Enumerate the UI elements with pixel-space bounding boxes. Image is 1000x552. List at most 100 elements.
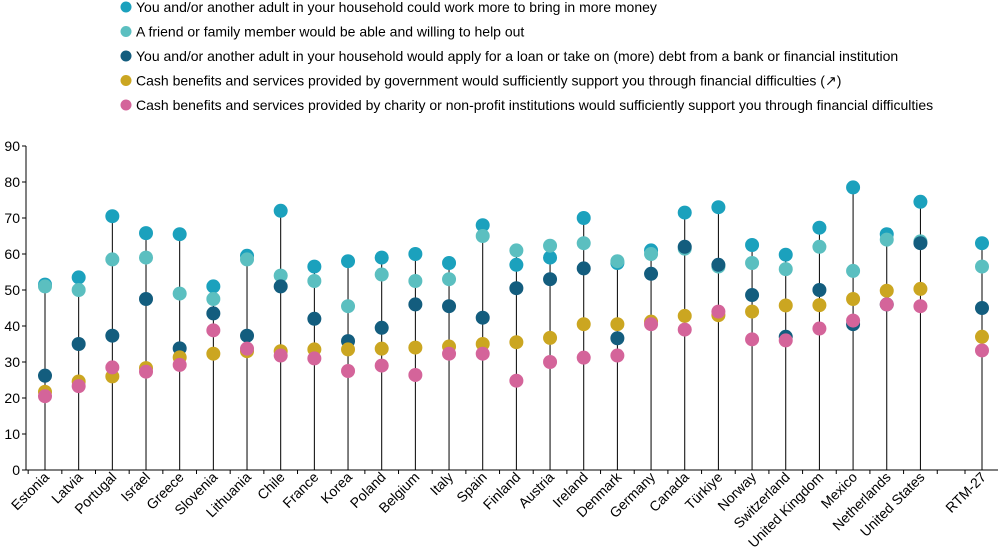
data-point-series-2 (408, 274, 423, 288)
data-point-series-5 (711, 304, 726, 319)
data-point-series-5 (38, 389, 52, 404)
y-tick-label: 70 (4, 210, 20, 226)
y-tick-label: 30 (4, 354, 20, 370)
data-point-series-3 (644, 266, 659, 281)
data-point-series-4 (475, 337, 490, 351)
data-point-series-2 (206, 292, 221, 306)
legend-marker-2 (120, 26, 132, 37)
data-point-series-1 (206, 279, 221, 294)
data-point-series-1 (711, 200, 726, 215)
x-tick-label: Finland (480, 469, 524, 513)
x-tick-label: RTM-27 (942, 469, 989, 516)
data-point-series-5 (307, 351, 322, 366)
data-point-series-2 (509, 243, 524, 258)
data-point-series-2 (341, 299, 356, 314)
data-point-series-3 (711, 257, 726, 272)
legend-marker-3 (120, 50, 132, 62)
data-point-series-5 (172, 357, 187, 372)
data-point-series-1 (543, 250, 558, 265)
x-tick-label: Italy (427, 469, 456, 498)
data-point-series-1 (745, 238, 760, 252)
data-point-series-5 (745, 332, 760, 347)
data-point-series-3 (307, 311, 322, 326)
data-point-series-4 (812, 298, 827, 313)
data-point-series-2 (543, 238, 558, 253)
data-point-series-5 (509, 373, 524, 388)
y-tick-label: 60 (4, 246, 20, 262)
data-point-series-2 (975, 259, 989, 274)
data-point-series-5 (812, 321, 827, 336)
stem-lines (44, 187, 983, 470)
data-point-series-2 (475, 229, 490, 243)
data-point-series-3 (475, 310, 490, 325)
data-point-series-5 (206, 323, 221, 338)
data-point-series-5 (374, 358, 389, 373)
data-point-series-3 (745, 288, 760, 303)
data-point-series-5 (341, 364, 356, 378)
data-point-series-2 (172, 286, 187, 301)
data-point-series-4 (509, 335, 524, 350)
data-point-series-1 (442, 256, 457, 270)
x-tick-label: France (279, 469, 321, 511)
data-point-series-5 (240, 341, 255, 356)
data-point-series-3 (913, 236, 928, 251)
data-point-series-2 (846, 263, 861, 278)
data-point-series-5 (846, 313, 861, 328)
data-point-series-3 (442, 299, 457, 314)
data-points (38, 180, 989, 404)
data-point-series-1 (975, 236, 989, 251)
data-point-series-2 (105, 252, 120, 267)
data-point-series-4 (677, 308, 692, 323)
data-point-series-2 (71, 283, 86, 297)
data-point-series-3 (812, 283, 827, 297)
y-tick-label: 80 (4, 174, 20, 190)
y-tick-label: 10 (4, 426, 20, 442)
data-point-series-2 (576, 236, 591, 251)
data-point-series-2 (38, 279, 52, 294)
data-point-series-5 (610, 348, 625, 363)
data-point-series-1 (71, 270, 86, 285)
legend-marker-1 (120, 1, 132, 13)
y-tick-label: 90 (4, 138, 20, 154)
data-point-series-2 (812, 239, 827, 254)
data-point-series-5 (105, 360, 120, 375)
data-point-series-5 (408, 367, 423, 382)
data-point-series-5 (543, 355, 558, 369)
data-point-series-3 (610, 331, 625, 346)
data-point-series-1 (341, 254, 356, 269)
data-point-series-1 (913, 194, 928, 209)
data-point-series-5 (913, 299, 928, 314)
data-point-series-4 (610, 317, 625, 332)
data-point-series-4 (975, 329, 989, 344)
data-point-series-3 (71, 337, 86, 351)
legend-label-3: You and/or another adult in your househo… (136, 48, 898, 64)
legend-label-1: You and/or another adult in your househo… (136, 0, 657, 15)
data-point-series-3 (240, 328, 255, 343)
data-point-series-3 (543, 272, 558, 287)
data-point-series-4 (408, 340, 423, 355)
data-point-series-2 (273, 268, 288, 283)
data-point-series-5 (778, 333, 793, 348)
data-point-series-2 (879, 232, 894, 247)
legend-label-5: Cash benefits and services provided by c… (136, 97, 933, 113)
data-point-series-3 (38, 368, 52, 383)
data-point-series-1 (105, 209, 120, 224)
data-point-series-5 (644, 317, 659, 332)
data-point-series-4 (206, 346, 221, 361)
data-point-series-3 (374, 320, 389, 335)
data-point-series-5 (475, 346, 490, 361)
data-point-series-5 (139, 364, 154, 379)
legend-label-2: A friend or family member would be able … (136, 24, 524, 40)
legend-marker-5 (120, 99, 132, 111)
data-point-series-5 (71, 379, 86, 394)
data-point-series-3 (206, 306, 221, 321)
data-point-series-2 (139, 250, 154, 265)
data-point-series-5 (442, 346, 457, 361)
data-point-series-3 (677, 239, 692, 254)
data-point-series-3 (139, 292, 154, 306)
data-point-series-2 (745, 256, 760, 270)
data-point-series-1 (677, 205, 692, 220)
data-point-series-4 (374, 341, 389, 356)
data-point-series-3 (105, 328, 120, 343)
